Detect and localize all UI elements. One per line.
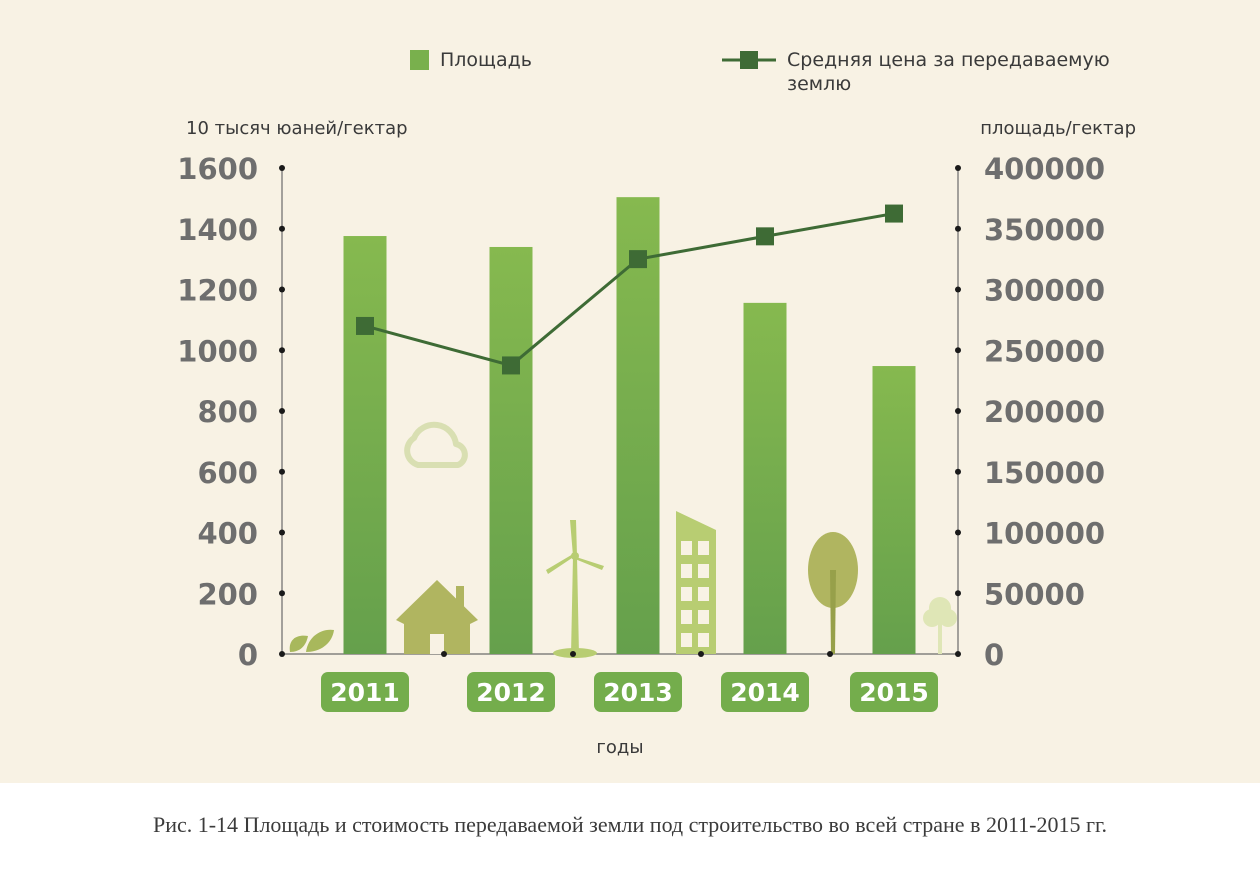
y-left-tick-label: 1400 bbox=[177, 213, 258, 247]
y-right-tick-dot bbox=[955, 590, 961, 597]
tree-icon bbox=[808, 532, 858, 654]
price-point-2011 bbox=[356, 316, 374, 335]
y-left-tick-label: 1200 bbox=[177, 274, 258, 308]
y-right-tick-dot bbox=[955, 408, 961, 414]
y-right-tick-label: 400000 bbox=[984, 152, 1105, 186]
y-right-tick-label: 200000 bbox=[984, 395, 1105, 429]
price-line-layer bbox=[356, 204, 903, 375]
chart: Площадь Средняя цена за передаваемую зем… bbox=[177, 49, 1136, 758]
x-category-label: 2014 bbox=[730, 678, 800, 707]
legend: Площадь Средняя цена за передаваемую зем… bbox=[410, 49, 1110, 95]
price-point-2012 bbox=[502, 356, 520, 375]
bar-2013 bbox=[616, 197, 660, 654]
y-left-tick-dot bbox=[279, 590, 285, 597]
y-left-tick-label: 200 bbox=[197, 577, 258, 611]
y-right-ticks: 400000 350000 300000 250000 200000 150000 1000… bbox=[955, 152, 1105, 672]
y-right-tick-dot bbox=[955, 651, 961, 657]
x-category-pill bbox=[721, 672, 809, 712]
x-tick-dot bbox=[698, 651, 704, 657]
y-right-tick-label: 350000 bbox=[984, 213, 1105, 247]
y-left-tick-label: 600 bbox=[197, 456, 258, 490]
y-left-tick-label: 400 bbox=[197, 517, 258, 551]
price-point-2013 bbox=[629, 250, 647, 269]
x-category-label: 2015 bbox=[859, 678, 929, 707]
bar-2015 bbox=[872, 366, 916, 654]
x-category-label: 2013 bbox=[603, 678, 673, 707]
y-right-tick-dot bbox=[955, 286, 961, 293]
y-left-tick-label: 800 bbox=[197, 395, 258, 429]
y-right-tick-label: 50000 bbox=[984, 577, 1085, 611]
y-left-tick-label: 1000 bbox=[177, 334, 258, 368]
y-right-tick-label: 250000 bbox=[984, 334, 1105, 368]
x-category-label: 2012 bbox=[476, 678, 546, 707]
bar-2014 bbox=[743, 302, 787, 654]
price-point-2014 bbox=[756, 227, 774, 246]
legend-line-label-1: Средняя цена за передаваемую bbox=[787, 49, 1110, 71]
x-category-pill bbox=[321, 672, 409, 712]
y-right-tick-label: 100000 bbox=[984, 517, 1105, 551]
y-left-axis-title: 10 тысяч юаней/гектар bbox=[186, 118, 408, 139]
y-right-axis-title: площадь/гектар bbox=[980, 118, 1136, 139]
y-right-tick-label: 150000 bbox=[984, 456, 1105, 490]
small-tree-icon bbox=[923, 597, 957, 654]
y-left-tick-dot bbox=[279, 347, 285, 354]
x-tick-dot bbox=[441, 651, 447, 657]
cloud-icon bbox=[404, 421, 468, 468]
wind-turbine-icon bbox=[546, 520, 604, 658]
x-category-pill bbox=[594, 672, 682, 712]
price-point-2015 bbox=[885, 204, 903, 223]
y-left-tick-dot bbox=[279, 286, 285, 293]
legend-bar-label: Площадь bbox=[440, 49, 532, 71]
y-right-tick-dot bbox=[955, 468, 961, 475]
legend-bar-swatch bbox=[410, 50, 429, 70]
y-right-tick-dot bbox=[955, 225, 961, 232]
x-tick-dot bbox=[827, 651, 833, 657]
x-axis-title: годы bbox=[596, 737, 643, 758]
y-left-tick-dot bbox=[279, 225, 285, 232]
building-icon bbox=[676, 511, 716, 654]
y-left-tick-dot bbox=[279, 165, 285, 171]
house-icon bbox=[396, 580, 478, 654]
x-category-pill bbox=[850, 672, 938, 712]
y-right-tick-label: 0 bbox=[984, 638, 1004, 672]
bars-layer bbox=[343, 197, 916, 655]
y-right-tick-dot bbox=[955, 347, 961, 354]
y-left-tick-label: 1600 bbox=[177, 152, 258, 186]
legend-line-label-2: землю bbox=[787, 73, 851, 95]
y-right-tick-label: 300000 bbox=[984, 274, 1105, 308]
x-category-pill bbox=[467, 672, 555, 712]
y-left-tick-dot bbox=[279, 468, 285, 475]
y-right-tick-dot bbox=[955, 529, 961, 536]
y-right-tick-dot bbox=[955, 165, 961, 171]
figure-caption: Рис. 1-14 Площадь и стоимость передаваем… bbox=[152, 812, 1108, 837]
y-left-ticks: 1600 1400 1200 1000 800 600 400 200 0 bbox=[177, 152, 833, 672]
y-left-tick-dot bbox=[279, 651, 285, 657]
bar-2012 bbox=[489, 246, 533, 654]
bar-2011 bbox=[343, 236, 387, 655]
y-left-tick-label: 0 bbox=[238, 638, 258, 672]
legend-line-marker bbox=[740, 51, 758, 69]
x-category-labels: 2011 2012 2013 2014 2015 bbox=[321, 672, 938, 712]
y-left-tick-dot bbox=[279, 529, 285, 536]
x-category-label: 2011 bbox=[330, 678, 400, 707]
x-tick-dot bbox=[570, 651, 576, 657]
y-left-tick-dot bbox=[279, 408, 285, 414]
sprout-icon bbox=[289, 629, 334, 652]
